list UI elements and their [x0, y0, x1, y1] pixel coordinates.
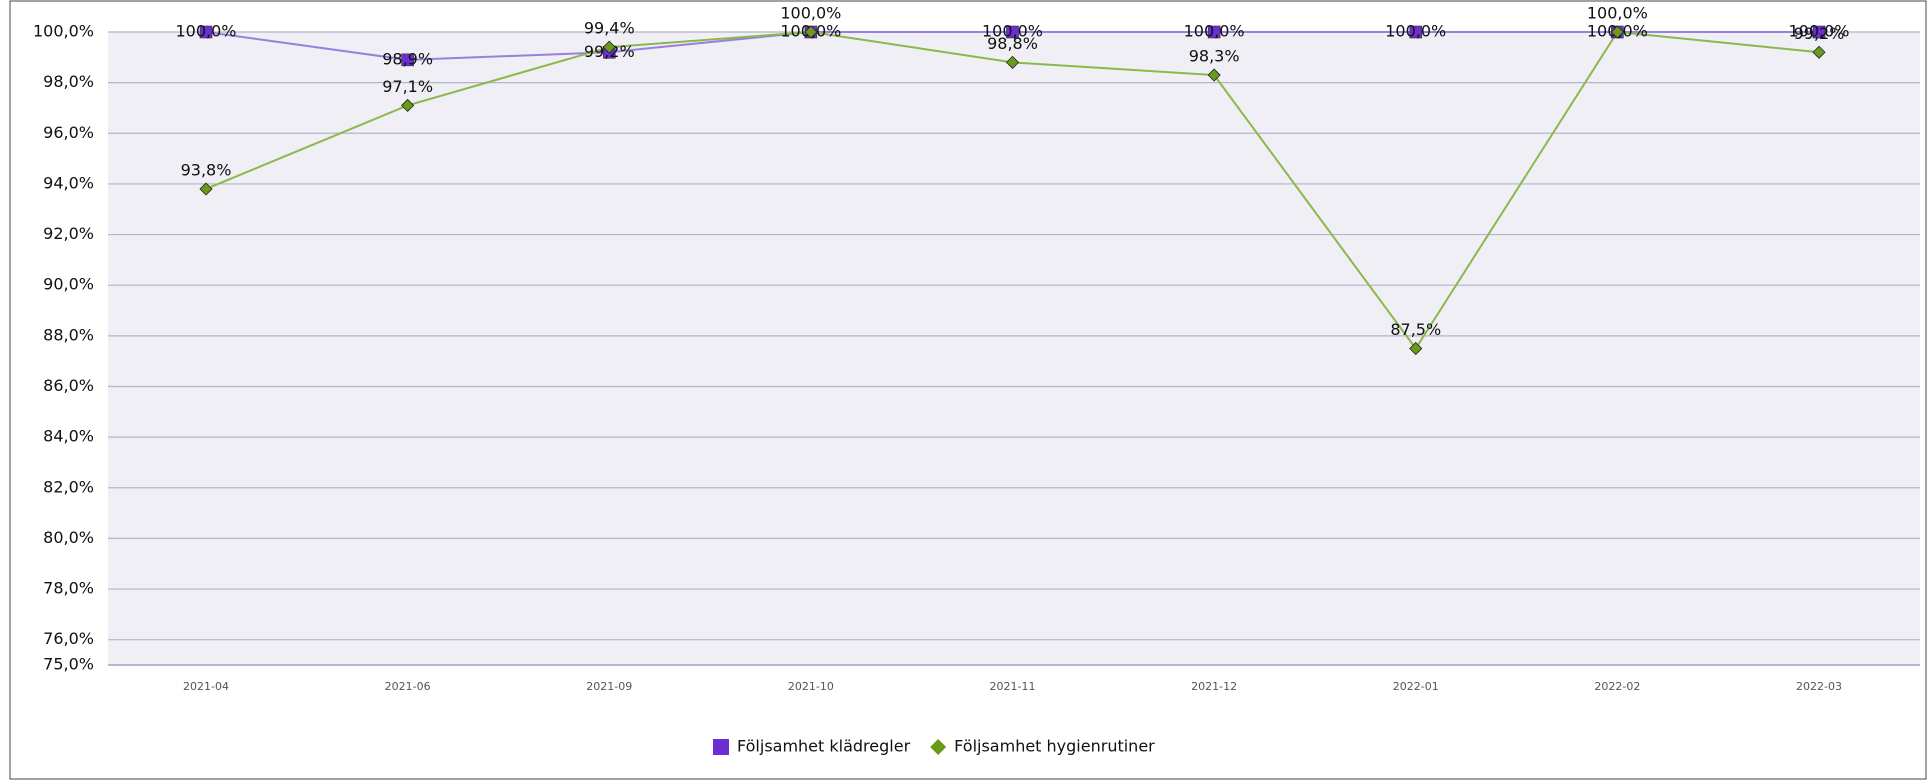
- y-tick-label: 92,0%: [43, 224, 94, 243]
- x-tick-label: 2022-03: [1796, 680, 1842, 693]
- y-tick-label: 78,0%: [43, 579, 94, 598]
- y-tick-label: 100,0%: [33, 22, 94, 41]
- data-label: 98,9%: [382, 49, 433, 68]
- y-tick-label: 76,0%: [43, 629, 94, 648]
- legend-label: Följsamhet hygienrutiner: [954, 737, 1155, 756]
- y-tick-label: 80,0%: [43, 528, 94, 547]
- y-tick-label: 84,0%: [43, 427, 94, 446]
- data-label: 93,8%: [181, 160, 232, 179]
- x-tick-label: 2021-09: [586, 680, 632, 693]
- x-tick-label: 2021-10: [788, 680, 834, 693]
- marker: [1812, 25, 1826, 39]
- x-tick-label: 2021-04: [183, 680, 229, 693]
- data-label: 87,5%: [1390, 320, 1441, 339]
- marker: [1005, 55, 1020, 69]
- marker: [199, 182, 213, 196]
- x-tick-label: 2021-12: [1191, 680, 1237, 693]
- marker: [1610, 25, 1624, 39]
- marker: [1812, 45, 1826, 59]
- y-tick-label: 98,0%: [43, 72, 94, 91]
- data-label: 97,1%: [382, 77, 433, 96]
- x-tick-label: 2021-06: [385, 680, 431, 693]
- data-label: 100,0%: [1788, 22, 1849, 41]
- y-tick-label: 86,0%: [43, 376, 94, 395]
- data-label: 99,4%: [584, 19, 635, 38]
- marker: [602, 40, 616, 54]
- y-tick-label: 90,0%: [43, 275, 94, 294]
- data-label: 100,0%: [982, 22, 1043, 41]
- marker: [1006, 25, 1019, 39]
- data-label: 98,8%: [987, 34, 1038, 53]
- plot-area: [108, 32, 1920, 665]
- legend-swatch: [713, 739, 729, 755]
- marker: [804, 25, 818, 39]
- y-tick-label: 96,0%: [43, 123, 94, 142]
- marker: [1207, 68, 1221, 82]
- data-label: 99,2%: [1794, 24, 1845, 43]
- y-tick-label: 88,0%: [43, 325, 94, 344]
- marker: [401, 53, 414, 67]
- legend-label: Följsamhet klädregler: [737, 737, 911, 756]
- y-tick-label: 94,0%: [43, 173, 94, 192]
- marker: [1409, 25, 1423, 39]
- marker: [401, 98, 415, 112]
- data-label: 100,0%: [175, 22, 236, 41]
- data-label: 100,0%: [1184, 22, 1245, 41]
- marker: [199, 25, 213, 39]
- data-label: 100,0%: [1587, 4, 1648, 23]
- y-tick-label: 75,0%: [43, 655, 94, 674]
- x-tick-label: 2022-02: [1594, 680, 1640, 693]
- y-tick-label: 82,0%: [43, 477, 94, 496]
- data-label: 98,3%: [1189, 47, 1240, 66]
- x-tick-label: 2022-01: [1393, 680, 1439, 693]
- data-label: 100,0%: [780, 4, 841, 23]
- marker: [1409, 341, 1423, 356]
- x-tick-label: 2021-11: [990, 680, 1036, 693]
- marker: [1207, 25, 1221, 39]
- data-label: 100,0%: [1385, 22, 1446, 41]
- legend-swatch: [930, 739, 947, 755]
